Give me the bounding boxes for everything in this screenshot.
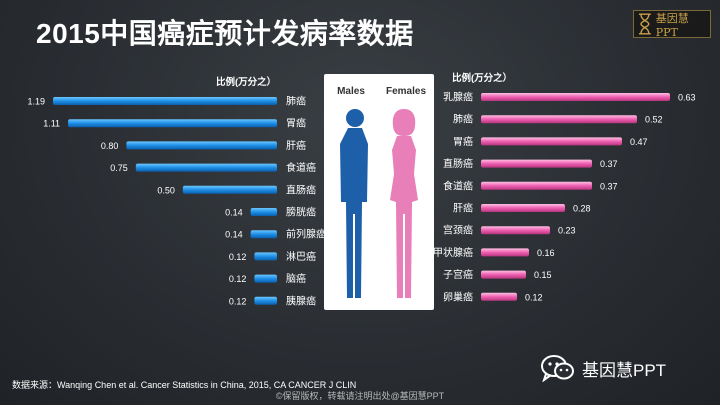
male-bar	[250, 230, 277, 239]
male-bar-chart: 肺癌 1.19 胃癌 1.11 肝癌 0.80 食道癌 0.75 直肠癌 0.50 膀胱癌 0.14 前…	[27, 95, 326, 308]
brand-text: 基因慧PPT	[582, 360, 667, 380]
female-category-label: 直肠癌	[443, 157, 473, 170]
female-value-label: 0.28	[573, 204, 591, 214]
female-bar-chart: 乳腺癌 0.63 肺癌 0.52 胃癌 0.47 直肠癌 0.37 食道癌 0.37 肝癌 0.28 宫…	[433, 91, 696, 304]
male-category-label: 膀胱癌	[286, 206, 316, 219]
female-category-label: 胃癌	[453, 135, 473, 148]
female-value-label: 0.63	[678, 93, 696, 103]
male-value-label: 0.14	[225, 208, 243, 218]
logo-text: 基因慧PPT	[655, 11, 689, 39]
female-value-label: 0.47	[630, 137, 648, 147]
female-silhouette	[390, 109, 418, 298]
females-label: Females	[386, 86, 426, 97]
female-bar	[481, 292, 517, 301]
female-category-label: 子宫癌	[443, 268, 473, 281]
brand-footer: 基因慧PPT	[540, 354, 666, 382]
male-value-label: 1.19	[27, 97, 45, 107]
males-label: Males	[337, 86, 365, 97]
female-bar	[481, 226, 550, 235]
male-value-label: 0.80	[101, 141, 119, 151]
male-category-label: 胃癌	[286, 117, 306, 130]
male-value-label: 1.11	[43, 119, 60, 129]
male-category-label: 胰腺癌	[286, 294, 316, 307]
female-value-label: 0.52	[645, 115, 663, 125]
wechat-icon	[541, 355, 574, 382]
data-source: 数据来源：Wanqing Chen et al. Cancer Statisti…	[12, 380, 357, 390]
female-bar	[481, 159, 592, 168]
male-category-label: 肺癌	[286, 95, 306, 108]
male-bar	[53, 97, 277, 105]
male-female-figure: Males Females	[324, 74, 434, 310]
female-bar	[481, 181, 592, 190]
male-bar	[68, 119, 277, 128]
female-unit-label: 比例(万分之）	[452, 73, 513, 84]
female-bar	[481, 270, 526, 279]
female-bar	[481, 204, 565, 212]
male-silhouette	[340, 109, 368, 298]
male-value-label: 0.14	[225, 230, 243, 240]
female-bar	[481, 137, 622, 146]
female-value-label: 0.37	[600, 159, 618, 169]
female-value-label: 0.23	[558, 226, 576, 236]
female-category-label: 乳腺癌	[443, 91, 473, 104]
male-bar	[182, 185, 277, 194]
male-bar	[126, 141, 277, 150]
female-bar	[481, 115, 637, 124]
female-category-label: 肝癌	[453, 202, 473, 215]
male-unit-label: 比例(万分之）	[216, 77, 277, 88]
copyright-notice: ©保留版权，转载请注明出处@基因慧PPT	[275, 391, 445, 401]
female-value-label: 0.37	[600, 181, 618, 191]
female-category-label: 卵巢癌	[443, 290, 473, 303]
male-category-label: 直肠癌	[286, 183, 316, 196]
male-value-label: 0.12	[229, 252, 247, 262]
female-category-label: 甲状腺癌	[433, 246, 473, 259]
male-bar	[254, 252, 277, 261]
female-bar	[481, 248, 529, 257]
female-category-label: 宫颈癌	[443, 224, 473, 237]
male-bar	[254, 296, 277, 305]
female-value-label: 0.12	[525, 292, 543, 302]
silhouettes: Males Females	[337, 86, 426, 298]
male-bar	[250, 208, 277, 216]
male-value-label: 0.50	[157, 185, 175, 195]
page-title: 2015中国癌症预计发病率数据	[36, 18, 414, 49]
male-bar	[135, 163, 277, 172]
male-category-label: 食道癌	[286, 161, 316, 174]
male-category-label: 脑癌	[286, 272, 306, 285]
female-category-label: 肺癌	[453, 113, 473, 126]
male-category-label: 前列腺癌	[286, 228, 326, 241]
female-bar	[481, 93, 670, 101]
male-category-label: 肝癌	[286, 139, 306, 152]
female-value-label: 0.15	[534, 270, 552, 280]
male-bar	[254, 274, 277, 283]
male-category-label: 淋巴癌	[286, 250, 316, 263]
hourglass-icon	[638, 13, 651, 35]
brand-logo: 基因慧PPT	[633, 10, 711, 39]
female-value-label: 0.16	[537, 248, 555, 258]
female-category-label: 食道癌	[443, 179, 473, 192]
male-value-label: 0.12	[229, 274, 247, 284]
male-value-label: 0.12	[229, 296, 247, 306]
male-value-label: 0.75	[110, 163, 128, 173]
